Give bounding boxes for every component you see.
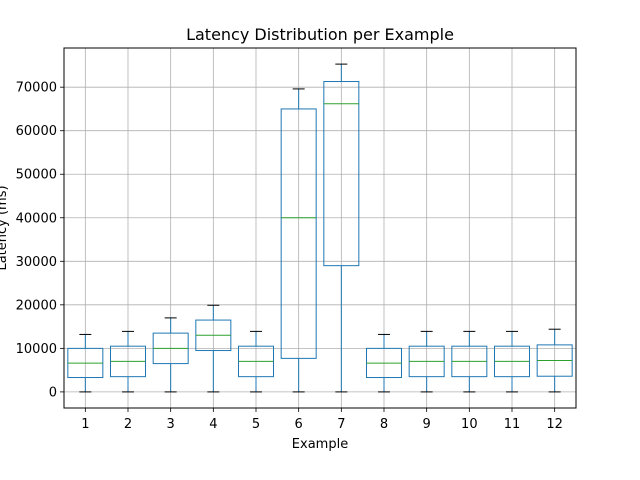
x-tick-label: 3: [167, 417, 175, 432]
box-example-2: [110, 330, 146, 393]
x-tick-label: 5: [252, 417, 260, 432]
iqr-box: [323, 81, 360, 267]
box-example-4: [195, 304, 232, 393]
y-tick-label: 60000: [16, 124, 57, 139]
box-example-3: [152, 317, 189, 393]
iqr-box: [280, 108, 317, 359]
y-axis-label: Latency (ms): [0, 185, 10, 270]
box-example-1: [67, 333, 104, 393]
x-tick-label: 9: [423, 417, 431, 432]
y-tick-label: 30000: [16, 255, 57, 270]
boxes: [67, 63, 573, 393]
box-example-12: [536, 328, 573, 393]
box-example-7: [323, 63, 360, 393]
x-tick-label: 1: [81, 417, 89, 432]
x-tick-label: 10: [461, 417, 478, 432]
x-tick-label: 8: [380, 417, 388, 432]
plot-area-frame: [63, 47, 577, 409]
y-tick-label: 70000: [16, 81, 57, 96]
box-example-11: [494, 330, 530, 393]
chart-title: Latency Distribution per Example: [186, 25, 454, 44]
box-example-8: [366, 333, 402, 393]
y-tick-label: 40000: [16, 211, 57, 226]
y-tick-label: 50000: [16, 168, 57, 183]
box-example-5: [238, 330, 274, 393]
x-tick-label: 12: [546, 417, 563, 432]
x-tick-label: 2: [124, 417, 132, 432]
x-tick-label: 11: [504, 417, 521, 432]
x-tick-label: 7: [337, 417, 345, 432]
box-example-6: [280, 88, 317, 393]
x-axis-label: Example: [292, 437, 348, 452]
x-tick-label: 6: [295, 417, 303, 432]
y-tick-label: 0: [49, 385, 57, 400]
x-tick-label: 4: [209, 417, 217, 432]
box-example-9: [408, 330, 445, 393]
y-tick-label: 10000: [16, 342, 57, 357]
box-example-10: [451, 330, 488, 393]
y-tick-label: 20000: [16, 298, 57, 313]
